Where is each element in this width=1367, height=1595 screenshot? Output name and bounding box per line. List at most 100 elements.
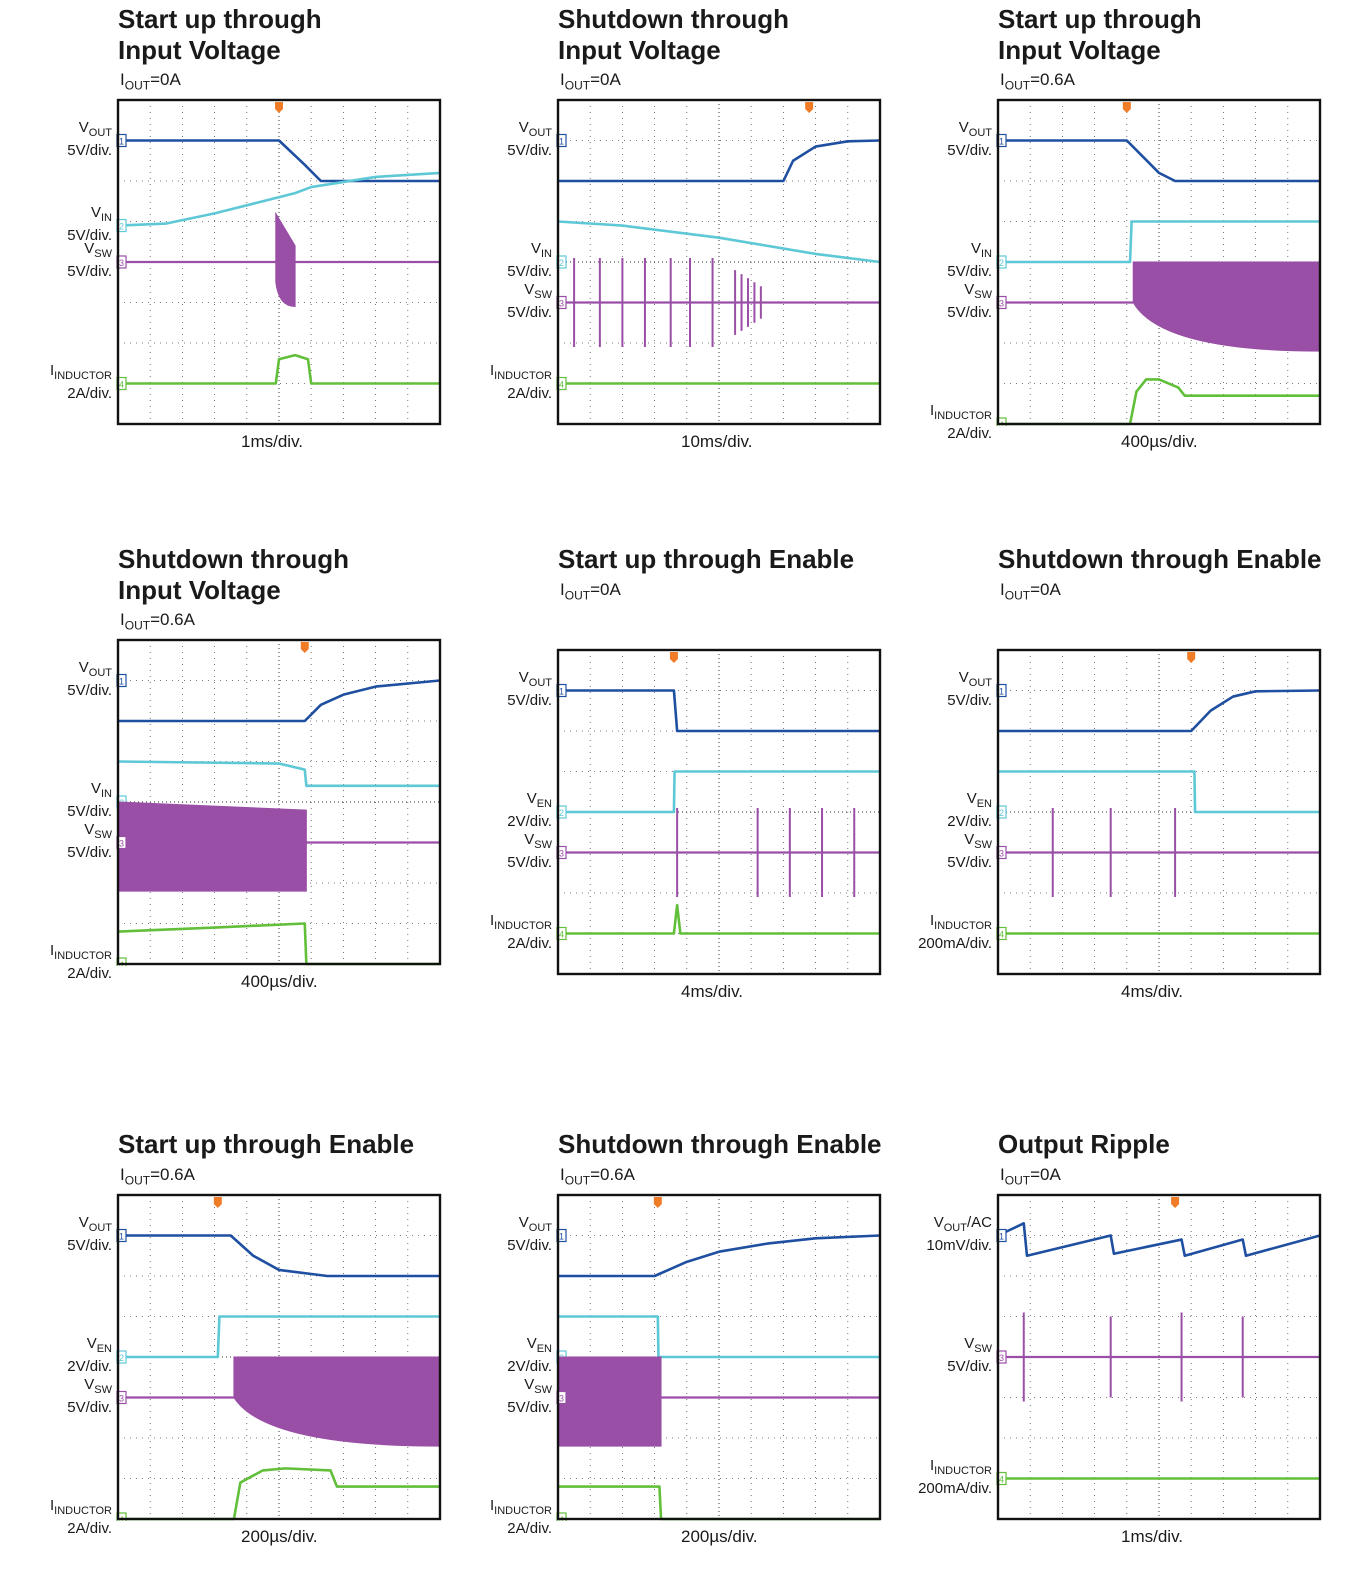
channel-name: VSW	[947, 1335, 992, 1358]
channel-name: VOUT	[507, 669, 552, 692]
panel-title-line1: Start up through Enable	[118, 1129, 415, 1159]
trace-iind	[998, 378, 1320, 426]
channel-number: 4	[999, 1475, 1004, 1485]
channel-subscript: INDUCTOR	[54, 950, 112, 962]
scope-frame	[556, 648, 882, 976]
scope-panel: Start up through Input Voltage IOUT=0A 1 2 3 4…	[0, 0, 442, 470]
channel-label: IINDUCTOR 2A/div.	[930, 402, 992, 442]
channel-number: 3	[999, 299, 1004, 309]
channel-name: VSW	[67, 1376, 112, 1399]
channel-number: 3	[559, 1394, 564, 1404]
output-current-value: =0.6A	[150, 1165, 195, 1184]
scope-frame	[116, 1193, 442, 1521]
trace-vsw	[998, 807, 1320, 898]
channel-scale: 5V/div.	[947, 303, 992, 321]
panel-title: Shutdown through Enable	[998, 544, 1322, 575]
channel-subscript: EN	[976, 798, 992, 810]
channel-name: IINDUCTOR	[930, 402, 992, 425]
channel-scale: 2A/div.	[67, 965, 112, 982]
channel-scale: 5V/div.	[947, 691, 992, 709]
channel-scale: 2A/div.	[947, 425, 992, 442]
channel-label: VIN 5V/div.	[67, 780, 112, 820]
channel-subscript: SW	[534, 1383, 552, 1396]
channel-label: VSW 5V/div.	[67, 821, 112, 861]
trigger-marker-icon	[275, 102, 283, 113]
channel-name: VOUT	[507, 119, 552, 142]
channel-subscript: SW	[974, 288, 992, 301]
channel-name: IINDUCTOR	[490, 1497, 552, 1520]
scope-screen: 1 2 3 4	[556, 98, 882, 426]
output-current-value: =0A	[1030, 1165, 1061, 1184]
channel-label: IINDUCTOR 2A/div.	[50, 362, 112, 402]
scope-screen: 1 3 4	[996, 1193, 1322, 1521]
channel-name: VOUT/AC	[926, 1214, 992, 1237]
trace-line	[998, 689, 1321, 733]
channel-symbol: I	[489, 1497, 495, 1514]
channel-subscript: OUT	[528, 676, 552, 689]
channel-scale: 5V/div.	[67, 1236, 112, 1254]
output-current-subscript: OUT	[564, 78, 591, 93]
trace-vout	[997, 1222, 1321, 1258]
channel-name: VEN	[507, 1335, 552, 1358]
channel-subscript: INDUCTOR	[494, 1505, 552, 1517]
channel-symbol: V	[964, 1335, 975, 1352]
channel-symbol: V	[84, 1375, 95, 1393]
channel-number: 4	[119, 380, 124, 390]
channel-scale: 5V/div.	[507, 853, 552, 871]
output-current-symbol: I	[560, 580, 565, 599]
trace-vin	[558, 770, 880, 814]
grid	[558, 100, 880, 424]
trigger-marker-icon	[300, 642, 309, 653]
channel-scale: 5V/div.	[67, 843, 112, 861]
channel-name: VSW	[507, 1376, 552, 1399]
channel-label: VOUT 5V/div.	[507, 119, 552, 159]
channel-label: VEN 2V/div.	[507, 790, 552, 830]
output-current-label: IOUT=0.6A	[120, 610, 195, 632]
channel-scale: 5V/div.	[947, 853, 992, 871]
output-current-label: IOUT=0A	[1000, 1165, 1061, 1187]
trigger-marker-icon	[669, 652, 678, 663]
channel-label: VOUT 5V/div.	[67, 1214, 112, 1254]
panel-title-line2: Input Voltage	[118, 575, 281, 605]
scope-frame	[116, 98, 442, 426]
trace-line	[117, 171, 441, 227]
output-current-label: IOUT=0A	[560, 70, 621, 92]
trace-line	[998, 220, 1320, 264]
channel-name: VSW	[507, 831, 552, 854]
channel-name: VOUT	[67, 119, 112, 142]
channel-symbol: V	[518, 118, 529, 136]
output-current-label: IOUT=0.6A	[120, 1165, 195, 1187]
channel-subscript: INDUCTOR	[934, 1464, 992, 1477]
panel-title: Shutdown through Input Voltage	[118, 544, 349, 606]
trace-vout	[118, 679, 441, 723]
channel-symbol: I	[49, 942, 55, 959]
scope-panel: Shutdown through EnableIOUT=0.6A1234VOUT…	[440, 1125, 882, 1595]
panel-title-line1: Shutdown through	[558, 4, 790, 34]
channel-name: IINDUCTOR	[918, 1457, 992, 1480]
trace-line	[558, 139, 881, 183]
channel-symbol: V	[84, 240, 95, 257]
channel-symbol: V	[518, 668, 529, 686]
channel-label: VSW 5V/div.	[507, 281, 552, 321]
channel-scale: 5V/div.	[507, 303, 552, 321]
panel-title-line1: Start up through	[118, 4, 322, 34]
channel-label: IINDUCTOR 200mA/div.	[918, 1457, 992, 1497]
channel-scale: 2A/div.	[67, 1520, 112, 1537]
panel-title-line1: Shutdown through Enable	[558, 1129, 882, 1159]
channel-scale: 5V/div.	[67, 1398, 112, 1416]
channel-number: 4	[559, 930, 564, 940]
panel-title: Start up through Input Voltage	[998, 4, 1202, 66]
channel-symbol: V	[78, 1213, 89, 1231]
channel-name: VIN	[67, 780, 112, 803]
panel-title-line2: Input Voltage	[998, 35, 1161, 65]
channel-name: VIN	[947, 240, 992, 263]
channel-number: 1	[999, 1232, 1004, 1242]
channel-symbol: V	[526, 790, 537, 807]
channel-name: VSW	[507, 281, 552, 304]
switching-envelope	[1132, 261, 1321, 352]
channel-subscript: IN	[101, 211, 112, 224]
trace-vout	[558, 139, 881, 183]
trace-vout	[118, 1234, 440, 1278]
channel-scale: 2A/div.	[507, 384, 552, 402]
channel-name: VIN	[67, 204, 112, 227]
